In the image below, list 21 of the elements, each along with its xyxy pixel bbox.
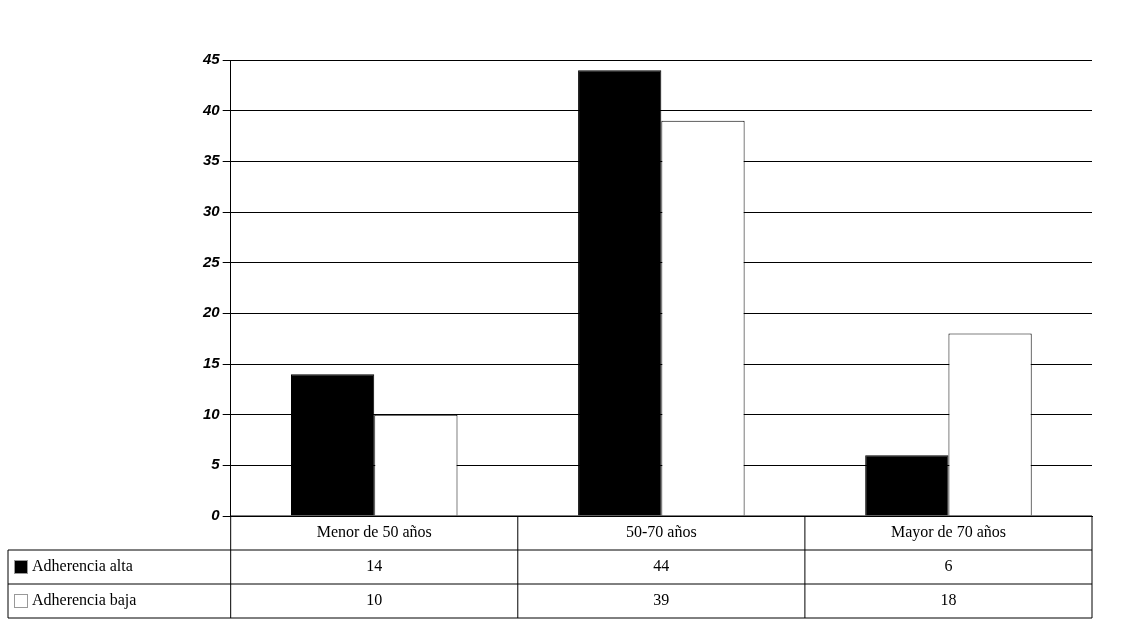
x-tick-label: Mayor de 70 años — [890, 523, 1006, 542]
y-tick-label: 20 — [202, 303, 221, 321]
data-label: 6 — [944, 557, 953, 575]
y-tick-label: 0 — [211, 506, 221, 524]
legend-label: Adherencia baja — [32, 591, 137, 610]
legend-label: Adherencia alta — [32, 557, 133, 575]
y-tick-label: 30 — [203, 202, 221, 220]
data-label: 10 — [366, 591, 383, 609]
y-tick-label: 45 — [202, 50, 221, 68]
data-label: 14 — [366, 557, 383, 575]
y-tick-label: 35 — [203, 151, 221, 169]
x-tick-label: Menor de 50 años — [316, 523, 432, 541]
data-label: 18 — [940, 591, 957, 609]
data-label: 44 — [653, 557, 670, 575]
y-tick-label: 25 — [202, 252, 221, 270]
y-tick-label: 5 — [211, 455, 221, 473]
data-label: 39 — [653, 591, 670, 609]
y-tick-label: 10 — [203, 404, 221, 422]
y-tick-label: 40 — [202, 100, 221, 118]
y-tick-label: 15 — [203, 354, 221, 372]
x-tick-label: 50-70 años — [626, 523, 697, 541]
